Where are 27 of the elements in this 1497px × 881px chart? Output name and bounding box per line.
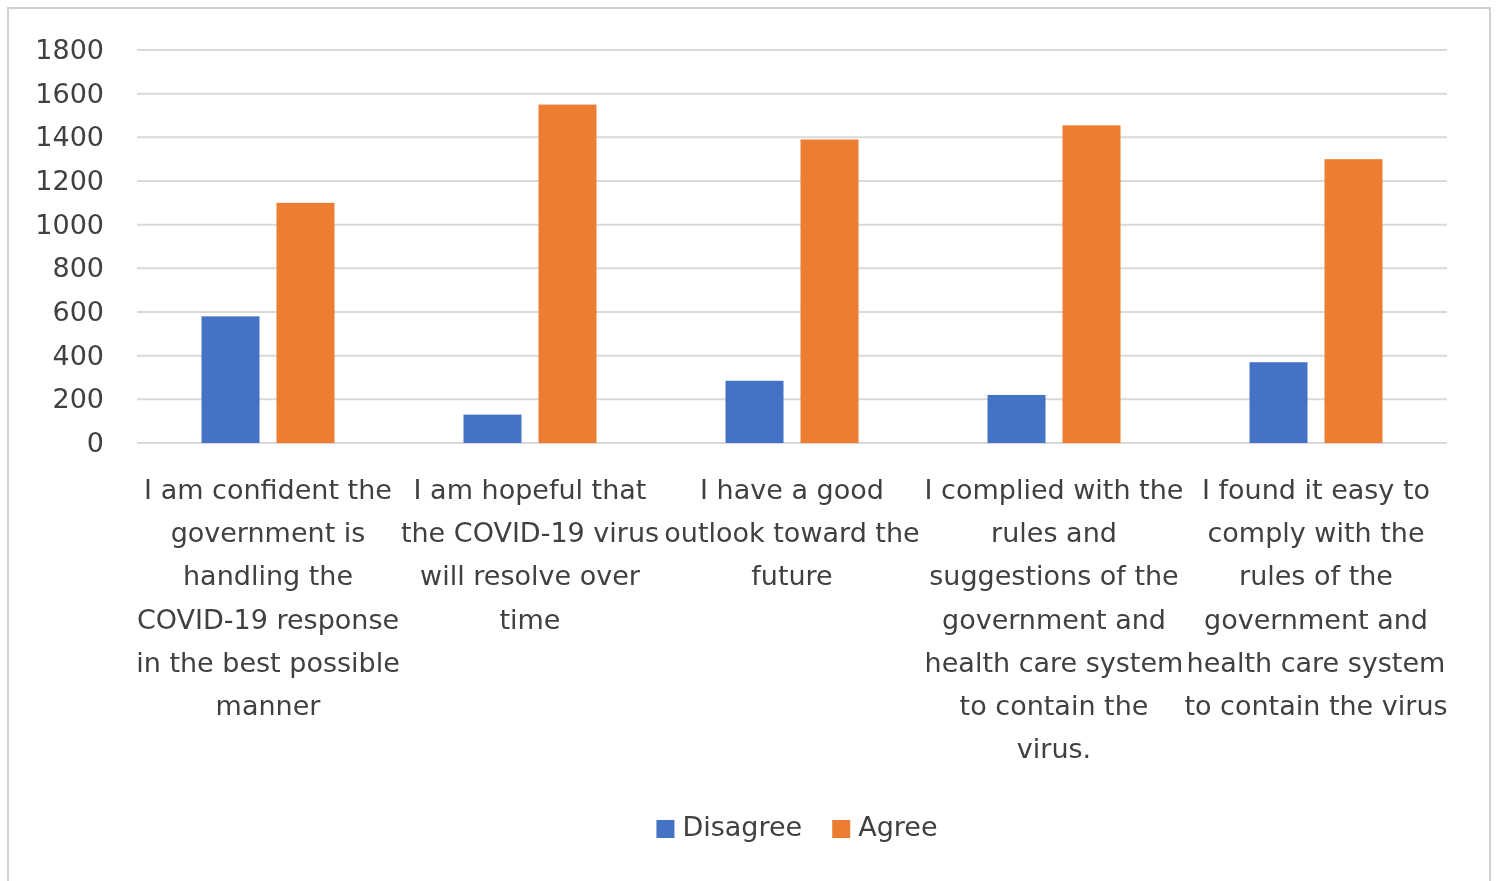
x-tick-label: I have a good outlook toward the future — [664, 474, 920, 592]
bar — [538, 104, 597, 443]
legend-label: Agree — [858, 811, 938, 842]
bar — [1062, 125, 1121, 443]
legend-label: Disagree — [682, 811, 803, 842]
bar — [987, 394, 1046, 443]
y-tick-label: 0 — [86, 427, 104, 459]
bar — [463, 414, 522, 443]
x-tick-label: I am confident the government is handling the COVID-19 response in the best possible manner — [136, 474, 400, 721]
bar — [800, 139, 859, 443]
y-tick-label: 1200 — [35, 165, 104, 197]
y-tick-label: 1000 — [35, 208, 104, 240]
x-tick-label: I found it easy to comply with the rules of the government and health care system to contain the virus — [1184, 474, 1448, 721]
y-tick-label: 800 — [52, 252, 104, 284]
x-tick-label: I complied with the rules and suggestions of the government and health care system to contain the virus. — [924, 474, 1184, 765]
y-tick-label: 400 — [52, 339, 104, 371]
y-tick-label: 1800 — [35, 34, 104, 66]
bar — [1249, 362, 1308, 443]
y-tick-label: 1600 — [35, 77, 104, 109]
y-tick-label: 600 — [52, 296, 104, 328]
bar — [276, 202, 335, 443]
y-tick-label: 200 — [52, 383, 104, 415]
y-tick-label: 1400 — [35, 121, 104, 153]
bar — [201, 316, 260, 443]
bar — [725, 380, 784, 443]
x-tick-label: I am hopeful that the COVID-19 virus will resolve over time — [400, 474, 660, 635]
bar — [1324, 159, 1383, 443]
